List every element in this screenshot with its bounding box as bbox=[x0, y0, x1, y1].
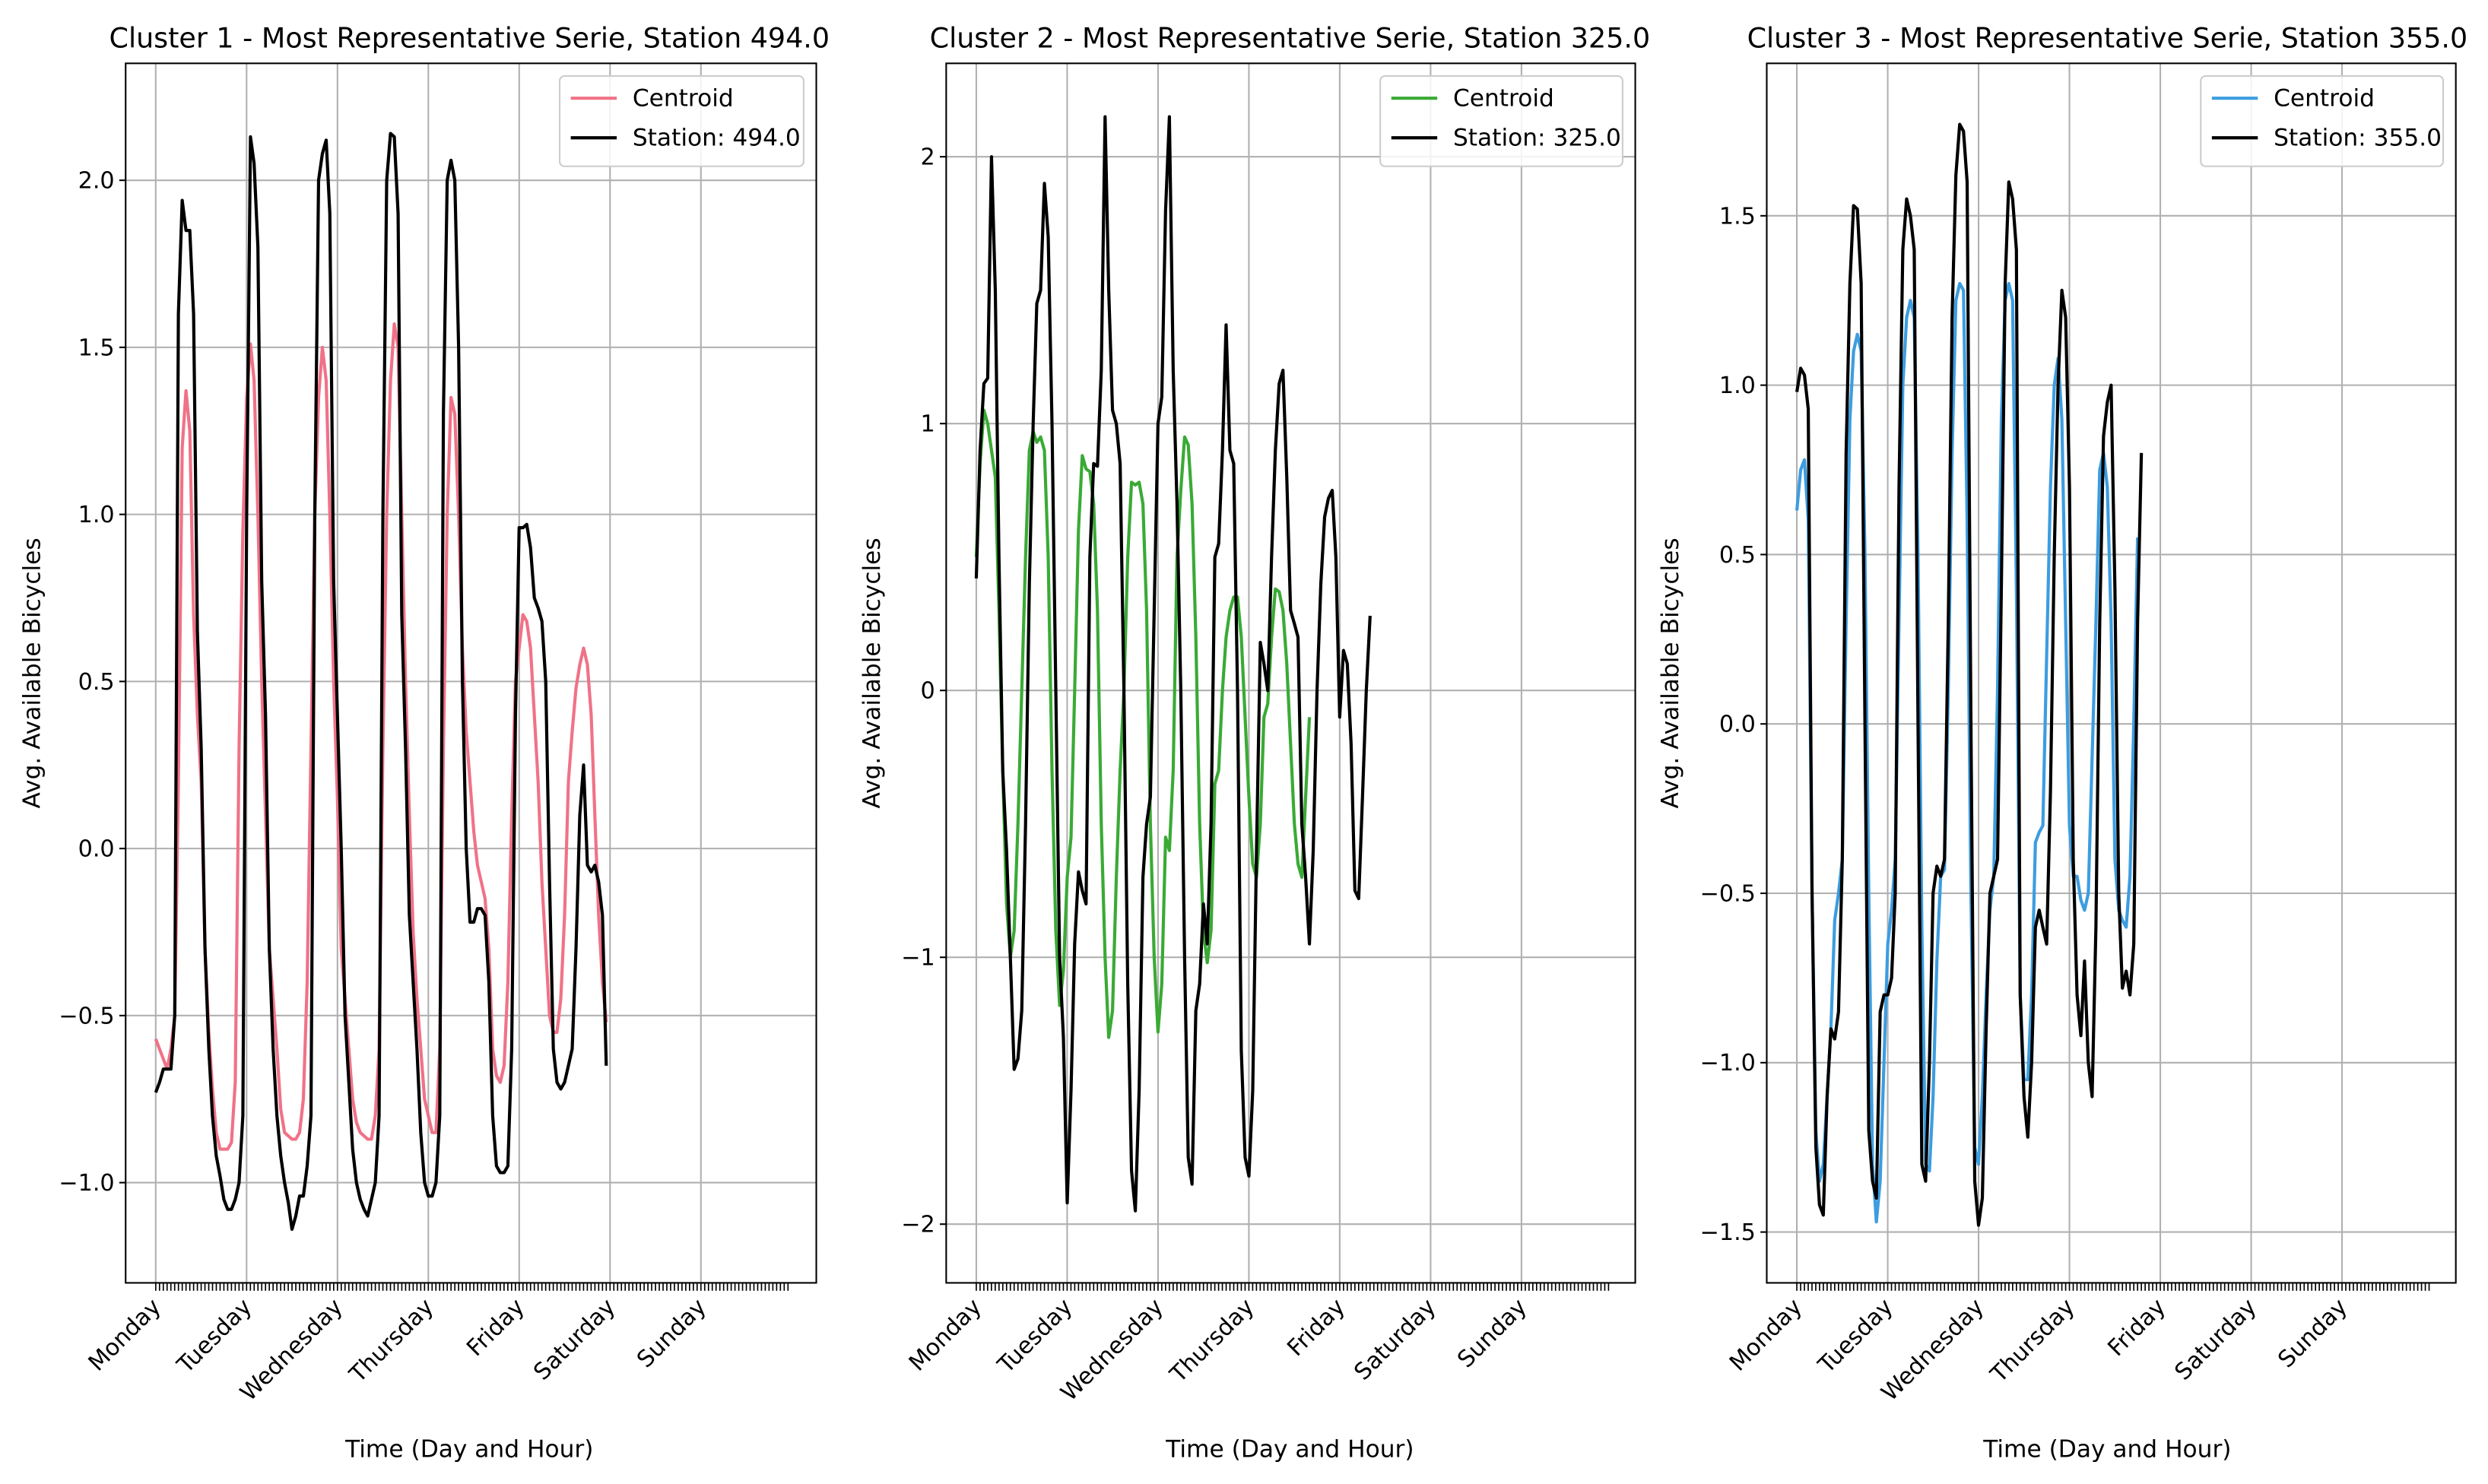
y-tick-label: −0.5 bbox=[59, 1003, 114, 1029]
chart-title: Cluster 2 - Most Representative Serie, S… bbox=[930, 21, 1651, 54]
legend-label-station: Station: 494.0 bbox=[633, 125, 801, 152]
y-tick-label: −0.5 bbox=[1700, 880, 1756, 907]
series-line-centroid bbox=[154, 322, 608, 1151]
y-tick-label: 1.0 bbox=[1719, 373, 1756, 399]
y-tick-label: 0.0 bbox=[78, 836, 115, 863]
y-tick-label: 0.5 bbox=[78, 669, 115, 696]
y-tick-label: 0.5 bbox=[1719, 542, 1756, 569]
plot-frame bbox=[125, 62, 817, 1284]
y-tick-label: 1 bbox=[921, 411, 935, 438]
series-line-station bbox=[154, 132, 608, 1232]
legend: Centroid Station: 494.0 bbox=[558, 75, 804, 167]
y-tick-label: 0 bbox=[921, 678, 935, 705]
y-tick-label: 2.0 bbox=[78, 168, 115, 195]
x-axis-label: Time (Day and Hour) bbox=[344, 1436, 593, 1463]
series-line-station bbox=[1795, 122, 2144, 1227]
y-tick-label: −1.0 bbox=[1700, 1050, 1756, 1077]
plot-frame bbox=[945, 62, 1636, 1284]
legend-label-station: Station: 325.0 bbox=[1453, 125, 1621, 152]
series-line-centroid bbox=[1795, 281, 2140, 1224]
legend-box bbox=[1379, 75, 1623, 167]
y-tick-label: 2 bbox=[921, 144, 935, 171]
series-lines bbox=[154, 132, 608, 1232]
chart-panel-cluster-3: Cluster 3 - Most Representative Serie, S… bbox=[1657, 21, 2467, 1463]
legend: Centroid Station: 355.0 bbox=[2200, 75, 2445, 167]
y-tick-label: −2 bbox=[901, 1212, 935, 1238]
legend-label-centroid: Centroid bbox=[2274, 85, 2375, 113]
y-tick-label: −1 bbox=[901, 945, 935, 972]
plot-frame bbox=[1766, 62, 2457, 1284]
y-tick-label: 1.5 bbox=[1719, 203, 1756, 230]
legend-label-centroid: Centroid bbox=[633, 85, 734, 113]
y-tick-label: −1.5 bbox=[1700, 1219, 1756, 1246]
y-axis-label: Avg. Available Bicycles bbox=[19, 537, 46, 808]
legend-box bbox=[558, 75, 804, 167]
series-lines bbox=[974, 115, 1372, 1213]
y-tick-label: 1.5 bbox=[78, 335, 115, 361]
chart-title: Cluster 1 - Most Representative Serie, S… bbox=[109, 21, 830, 54]
y-tick-label: 1.0 bbox=[78, 502, 115, 528]
y-tick-label: −1.0 bbox=[59, 1170, 114, 1197]
x-axis-label: Time (Day and Hour) bbox=[1982, 1436, 2231, 1463]
legend-box bbox=[2200, 75, 2445, 167]
chart-title: Cluster 3 - Most Representative Serie, S… bbox=[1747, 21, 2468, 54]
x-axis-label: Time (Day and Hour) bbox=[1165, 1436, 1414, 1463]
series-line-station bbox=[974, 115, 1372, 1213]
grid bbox=[125, 63, 817, 1283]
y-axis-label: Avg. Available Bicycles bbox=[858, 537, 886, 808]
grid bbox=[946, 63, 1636, 1283]
legend: Centroid Station: 325.0 bbox=[1379, 75, 1623, 167]
grid bbox=[1766, 63, 2456, 1283]
legend-label-station: Station: 355.0 bbox=[2274, 125, 2442, 152]
legend-label-centroid: Centroid bbox=[1453, 85, 1554, 113]
series-lines bbox=[1795, 122, 2144, 1227]
y-axis-label: Avg. Available Bicycles bbox=[1657, 537, 1684, 808]
y-tick-label: 0.0 bbox=[1719, 712, 1756, 738]
